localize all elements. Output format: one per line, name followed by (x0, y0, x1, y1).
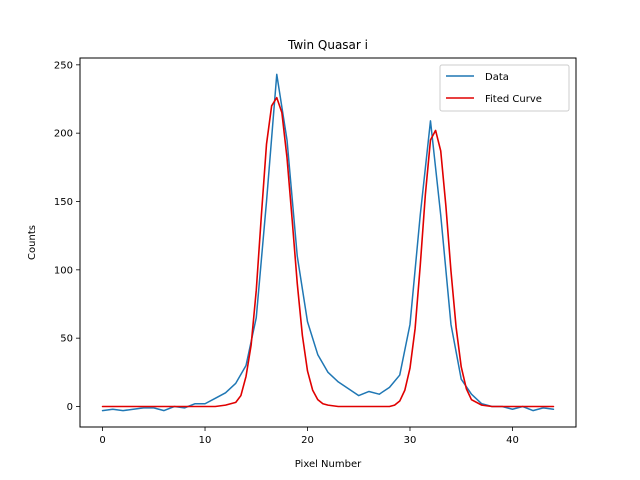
plot-layer (101, 73, 555, 412)
x-tick-label: 30 (404, 435, 417, 446)
y-tick-label: 50 (60, 334, 73, 345)
y-tick-label: 200 (54, 129, 73, 140)
x-tick-label: 0 (99, 435, 105, 446)
x-axis-label: Pixel Number (295, 459, 362, 470)
y-tick-label: 250 (54, 60, 73, 71)
series-line-data (101, 73, 555, 412)
x-tick-label: 10 (199, 435, 212, 446)
x-tick-label: 20 (301, 435, 314, 446)
y-axis-label: Counts (27, 225, 38, 260)
series-line-fited-curve (101, 96, 555, 408)
plot-frame (79, 57, 577, 428)
x-tick-label: 40 (506, 435, 519, 446)
legend-label-fitted-curve: Fited Curve (485, 94, 542, 105)
legend: Data Fited Curve (439, 64, 570, 112)
x-axis: 0 10 20 30 40 (99, 427, 519, 446)
legend-label-data: Data (485, 72, 509, 83)
chart-title: Twin Quasar i (287, 38, 368, 52)
y-tick-label: 150 (54, 197, 73, 208)
y-axis: 0 50 100 150 200 250 (54, 60, 80, 413)
y-tick-label: 100 (54, 265, 73, 276)
y-tick-label: 0 (67, 402, 73, 413)
